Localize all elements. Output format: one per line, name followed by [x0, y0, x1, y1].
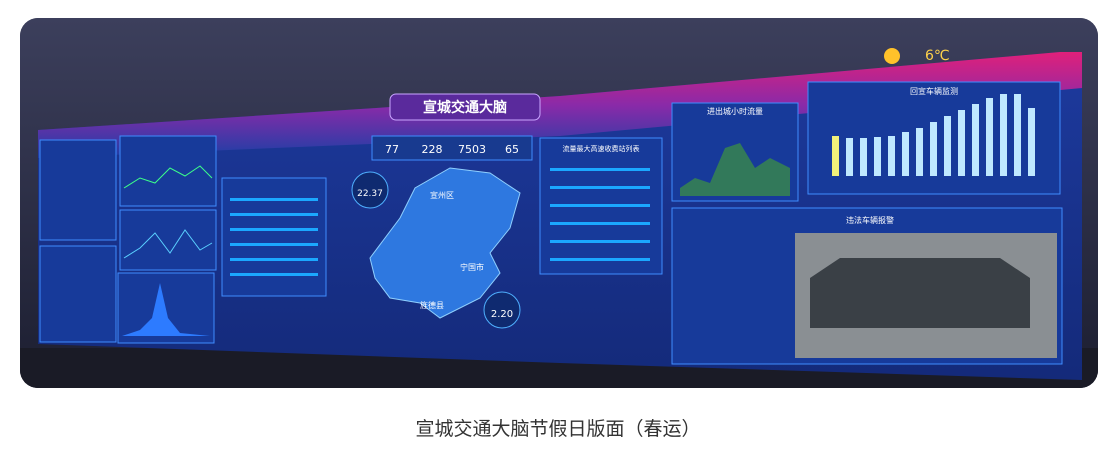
stat: 228	[422, 143, 443, 156]
caption: 宣城交通大脑节假日版面（春运）	[415, 418, 701, 440]
panel-title: 流量最大高速收费站列表	[563, 144, 640, 153]
bars	[832, 94, 1035, 176]
dashboard-photo: 宣城交通大脑 6℃ 流量最大高速收费站列表 77 228 7503 65 宣州区…	[20, 18, 1098, 388]
stat: 65	[505, 143, 519, 156]
trend-line	[123, 229, 213, 259]
badge-value: 22.37	[357, 189, 383, 199]
badge-value: 2.20	[491, 309, 513, 320]
panel	[119, 209, 217, 271]
panel	[119, 135, 217, 207]
photo: 宣城交通大脑 6℃ 流量最大高速收费站列表 77 228 7503 65 宣州区…	[20, 18, 1098, 388]
dashboard-title: 宣城交通大脑	[423, 99, 507, 116]
map-label: 宁国市	[460, 262, 484, 272]
panel-title: 进出城小时流量	[707, 106, 763, 116]
area-shape	[680, 143, 790, 196]
panel-title: 违法车辆报警	[846, 215, 894, 225]
stat: 7503	[458, 143, 486, 156]
badge	[483, 291, 521, 329]
panel	[39, 245, 117, 343]
top-band	[38, 52, 1082, 158]
panel	[221, 177, 327, 297]
panel-title: 回宣车辆监测	[910, 86, 958, 96]
map-label: 宣州区	[430, 190, 454, 200]
car	[810, 258, 1030, 328]
title-plate	[389, 93, 541, 121]
weather: 6℃	[925, 48, 950, 64]
panel	[39, 139, 117, 241]
map	[369, 167, 521, 319]
stat: 77	[385, 143, 399, 156]
map-labels: 宣州区 宁国市 旌德县	[420, 190, 484, 310]
sun-icon	[884, 48, 900, 64]
map-label: 旌德县	[420, 300, 444, 310]
trend-line	[123, 165, 213, 189]
badge	[351, 171, 389, 209]
stats: 77 228 7503 65	[371, 135, 533, 161]
table-rows	[230, 168, 650, 276]
stats-box	[371, 135, 533, 161]
area-shape	[122, 283, 210, 336]
